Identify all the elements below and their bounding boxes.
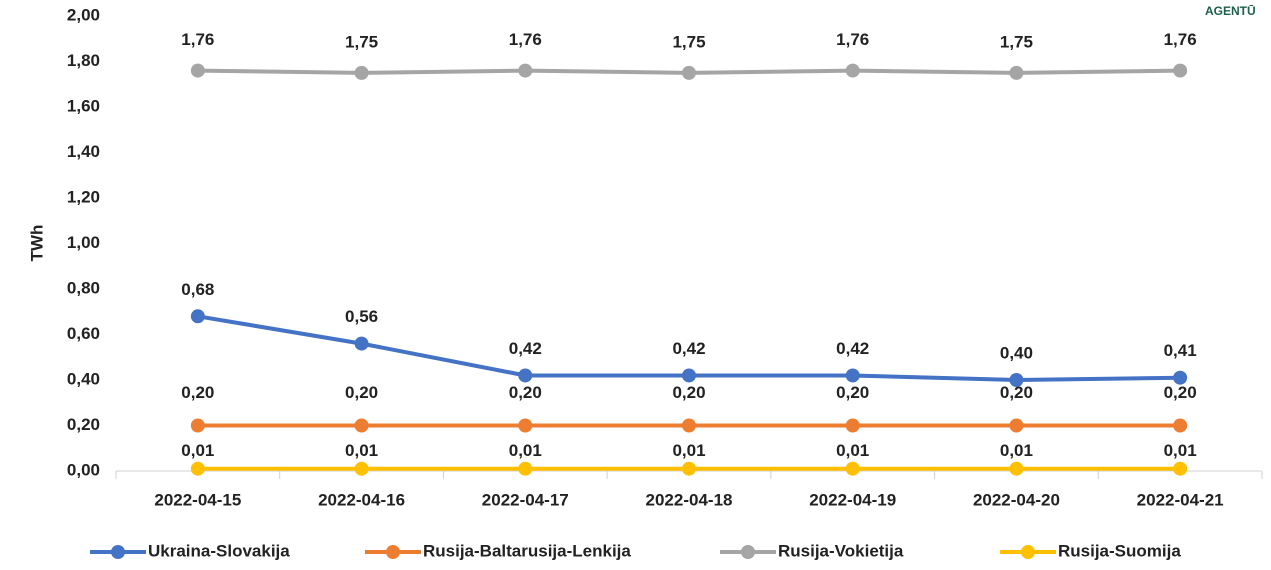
data-label: 0,42 (836, 339, 869, 358)
point (518, 418, 533, 433)
data-label: 0,40 (1000, 343, 1033, 362)
point (1173, 63, 1188, 78)
data-label: 0,01 (181, 441, 214, 460)
point (354, 65, 369, 80)
point (682, 418, 696, 433)
point (190, 309, 205, 324)
data-label: 1,75 (672, 32, 705, 51)
data-label: 0,01 (1000, 441, 1033, 460)
y-tick-label: 0,20 (67, 415, 100, 434)
point (354, 461, 369, 476)
x-tick-label: 2022-04-17 (482, 490, 569, 509)
point (190, 63, 205, 78)
data-label: 0,20 (672, 383, 705, 402)
legend-marker (741, 545, 755, 559)
point (518, 368, 533, 383)
data-label: 0,01 (1164, 441, 1197, 460)
point (682, 65, 696, 80)
legend-marker (386, 545, 400, 559)
legend-label: Rusija-Suomija (1058, 541, 1181, 560)
data-label: 0,20 (1164, 383, 1197, 402)
y-tick-label: 1,20 (67, 187, 100, 206)
point (354, 418, 369, 433)
point (1009, 461, 1024, 476)
data-label: 0,20 (509, 383, 542, 402)
point (682, 461, 696, 476)
data-label: 0,42 (672, 339, 705, 358)
point (1009, 373, 1024, 387)
point (845, 368, 860, 383)
point (1173, 461, 1188, 476)
x-tick-label: 2022-04-16 (318, 490, 405, 509)
data-label: 0,01 (345, 441, 378, 460)
point (845, 461, 860, 476)
x-tick-label: 2022-04-20 (973, 490, 1060, 509)
legend-label: Rusija-Vokietija (778, 541, 904, 560)
y-tick-label: 0,60 (67, 324, 100, 343)
legend-label: Ukraina-Slovakija (148, 541, 290, 560)
data-label: 0,42 (509, 339, 542, 358)
logo-text: AGENTŪ (1205, 4, 1256, 18)
point (1009, 418, 1024, 433)
y-tick-label: 1,40 (67, 142, 100, 161)
point (354, 336, 369, 351)
point (518, 461, 533, 476)
y-tick-label: 0,80 (67, 278, 100, 297)
data-label: 0,01 (509, 441, 542, 460)
legend-label: Rusija-Baltarusija-Lenkija (423, 541, 631, 560)
data-label: 1,76 (836, 30, 869, 49)
y-axis-label: TWh (27, 225, 46, 262)
data-label: 1,76 (1164, 30, 1197, 49)
point (518, 63, 533, 78)
x-tick-label: 2022-04-19 (809, 490, 896, 509)
data-label: 1,75 (345, 32, 378, 51)
data-label: 1,76 (509, 30, 542, 49)
point (845, 63, 860, 78)
y-tick-label: 1,00 (67, 233, 100, 252)
x-tick-label: 2022-04-18 (646, 490, 733, 509)
y-tick-label: 1,80 (67, 51, 100, 70)
point (1173, 370, 1188, 385)
y-tick-label: 2,00 (67, 5, 100, 24)
data-label: 0,41 (1164, 341, 1197, 360)
data-label: 0,20 (181, 383, 214, 402)
point (845, 418, 860, 433)
data-label: 0,20 (345, 383, 378, 402)
data-label: 0,68 (181, 280, 214, 299)
data-label: 1,76 (181, 30, 214, 49)
y-tick-label: 1,60 (67, 96, 100, 115)
data-label: 0,01 (672, 441, 705, 460)
legend-marker (111, 545, 125, 559)
y-tick-label: 0,00 (67, 460, 100, 479)
data-label: 1,75 (1000, 32, 1033, 51)
point (1173, 418, 1188, 433)
point (682, 368, 696, 383)
point (1009, 65, 1024, 80)
y-tick-label: 0,40 (67, 369, 100, 388)
data-label: 0,20 (836, 383, 869, 402)
x-tick-label: 2022-04-21 (1137, 490, 1224, 509)
data-label: 0,01 (836, 441, 869, 460)
point (190, 418, 205, 433)
point (190, 461, 205, 476)
data-label: 0,20 (1000, 383, 1033, 402)
x-tick-label: 2022-04-15 (154, 490, 241, 509)
legend-marker (1021, 545, 1035, 559)
data-label: 0,56 (345, 307, 378, 326)
